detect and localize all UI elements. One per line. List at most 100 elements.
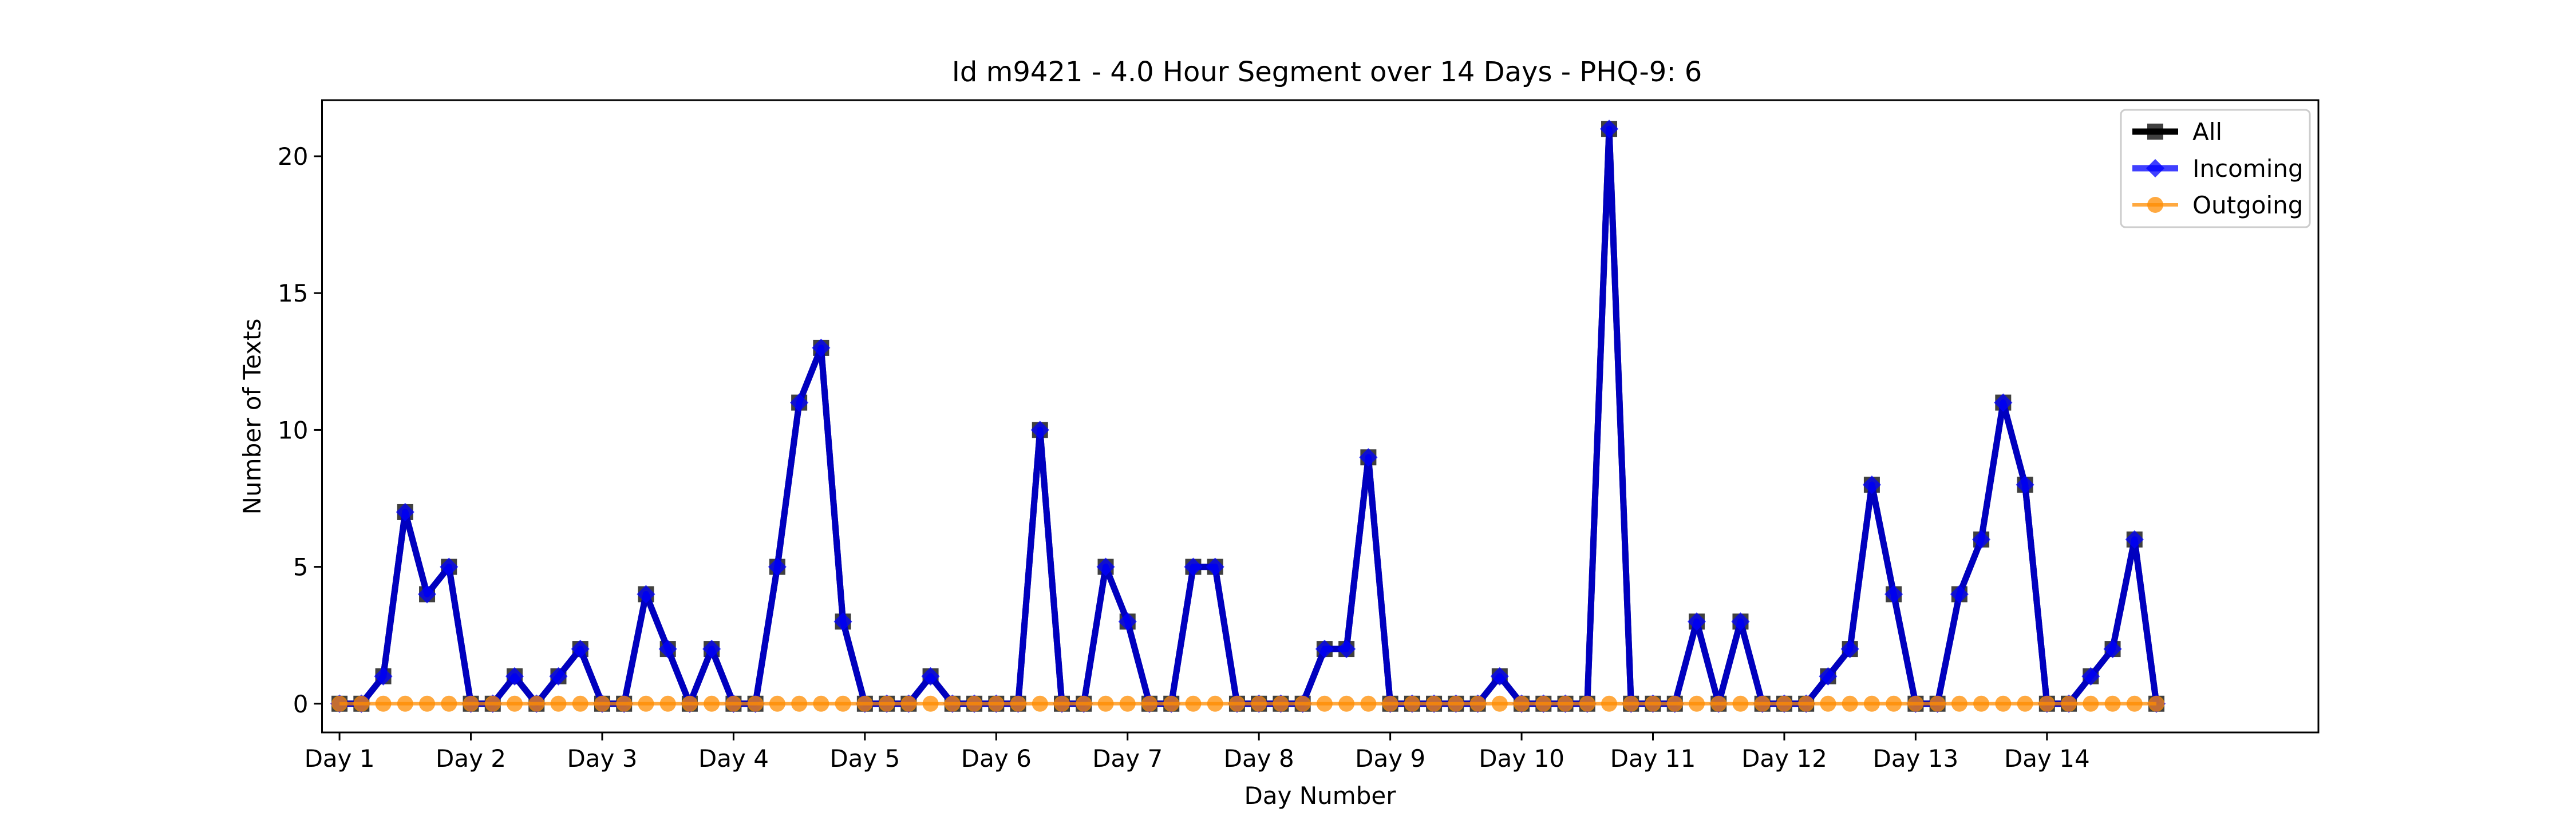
series-layer — [330, 120, 2166, 713]
x-tick-label: Day 9 — [1355, 744, 1425, 772]
plot-frame — [321, 99, 2320, 734]
data-point-incoming — [1731, 612, 1750, 631]
data-point-incoming — [1184, 557, 1203, 576]
data-point-outgoing — [1010, 695, 1026, 712]
data-point-incoming — [1096, 557, 1115, 576]
y-tick-label: 15 — [278, 279, 308, 307]
data-point-outgoing — [725, 695, 742, 712]
x-tick-label: Day 11 — [1610, 744, 1696, 772]
data-point-incoming — [790, 393, 809, 412]
data-point-outgoing — [1469, 695, 1486, 712]
data-point-outgoing — [1032, 695, 1048, 712]
data-point-incoming — [658, 640, 677, 659]
data-point-outgoing — [2148, 695, 2165, 712]
x-tick-label: Day 4 — [698, 744, 769, 772]
data-point-incoming — [2103, 640, 2122, 659]
x-tick-label: Day 13 — [1873, 744, 1959, 772]
data-point-outgoing — [922, 695, 939, 712]
data-point-incoming — [2125, 530, 2144, 549]
x-tick-label: Day 7 — [1092, 744, 1163, 772]
data-point-incoming — [1030, 421, 1049, 439]
data-point-incoming — [417, 585, 437, 604]
legend-label-all: All — [2192, 118, 2222, 146]
data-point-outgoing — [463, 695, 479, 712]
y-tick-label: 10 — [278, 416, 308, 444]
data-point-outgoing — [1360, 695, 1377, 712]
data-point-outgoing — [1097, 695, 1114, 712]
data-point-outgoing — [879, 695, 895, 712]
data-point-outgoing — [1754, 695, 1771, 712]
data-point-outgoing — [1907, 695, 1924, 712]
data-point-outgoing — [747, 695, 764, 712]
legend-label-incoming: Incoming — [2192, 154, 2304, 183]
data-point-outgoing — [1995, 695, 2012, 712]
data-point-outgoing — [988, 695, 1005, 712]
x-axis-label: Day Number — [1244, 782, 1396, 810]
data-point-outgoing — [507, 695, 523, 712]
data-point-outgoing — [1514, 695, 1530, 712]
data-point-outgoing — [1228, 695, 1245, 712]
data-point-outgoing — [1294, 695, 1311, 712]
data-point-outgoing — [2083, 695, 2099, 712]
data-point-incoming — [2081, 667, 2100, 686]
data-point-incoming — [833, 612, 852, 631]
data-point-incoming — [768, 557, 787, 576]
axes: 0 5 10 15 20 Day 1 Day 2 Day 3 Day 4 Day 5 Day 6 Da… — [278, 142, 2090, 772]
data-point-incoming — [1206, 557, 1224, 576]
data-point-outgoing — [1163, 695, 1180, 712]
data-point-outgoing — [1688, 695, 1705, 712]
data-point-outgoing — [1863, 695, 1880, 712]
data-point-outgoing — [1776, 695, 1792, 712]
data-point-outgoing — [1820, 695, 1836, 712]
data-point-outgoing — [1623, 695, 1639, 712]
data-point-incoming — [374, 667, 393, 686]
data-point-outgoing — [1710, 695, 1727, 712]
data-point-incoming — [549, 667, 568, 686]
x-tick-label: Day 8 — [1224, 744, 1294, 772]
data-point-incoming — [637, 585, 655, 604]
data-point-outgoing — [659, 695, 676, 712]
y-tick-label: 0 — [293, 690, 309, 718]
x-tick-label: Day 6 — [961, 744, 1032, 772]
data-point-outgoing — [353, 695, 370, 712]
data-point-outgoing — [813, 695, 829, 712]
data-point-outgoing — [1316, 695, 1333, 712]
x-tick-label: Day 14 — [2004, 744, 2090, 772]
x-tick-label: Day 1 — [305, 744, 375, 772]
data-point-outgoing — [638, 695, 654, 712]
data-point-outgoing — [550, 695, 567, 712]
data-point-incoming — [2016, 475, 2034, 494]
chart-title: Id m9421 - 4.0 Hour Segment over 14 Days… — [952, 56, 1702, 88]
x-tick-label: Day 2 — [436, 744, 506, 772]
data-point-outgoing — [1579, 695, 1595, 712]
data-point-incoming — [921, 667, 940, 686]
data-point-outgoing — [397, 695, 413, 712]
data-point-outgoing — [1251, 695, 1267, 712]
legend-marker-all — [2147, 124, 2163, 140]
legend-box — [2120, 109, 2311, 228]
y-axis-label: Number of Texts — [238, 319, 266, 515]
data-point-outgoing — [441, 695, 457, 712]
legend: All Incoming Outgoing — [2120, 109, 2311, 228]
data-point-outgoing — [1207, 695, 1223, 712]
data-point-outgoing — [419, 695, 436, 712]
data-point-outgoing — [1929, 695, 1946, 712]
data-point-outgoing — [1185, 695, 1202, 712]
data-point-outgoing — [1601, 695, 1618, 712]
data-point-incoming — [1315, 640, 1334, 659]
data-point-outgoing — [835, 695, 851, 712]
data-point-outgoing — [1886, 695, 1902, 712]
data-point-incoming — [1950, 585, 1969, 604]
data-point-outgoing — [1732, 695, 1749, 712]
legend-label-outgoing: Outgoing — [2192, 191, 2303, 219]
data-point-outgoing — [572, 695, 588, 712]
data-point-outgoing — [2017, 695, 2033, 712]
data-point-incoming — [1337, 640, 1356, 659]
data-point-outgoing — [484, 695, 501, 712]
data-point-incoming — [1490, 667, 1509, 686]
data-point-outgoing — [1798, 695, 1815, 712]
legend-marker-outgoing — [2147, 197, 2163, 213]
data-point-incoming — [1359, 448, 1378, 467]
data-point-incoming — [1599, 120, 1619, 138]
data-point-incoming — [1687, 612, 1706, 631]
